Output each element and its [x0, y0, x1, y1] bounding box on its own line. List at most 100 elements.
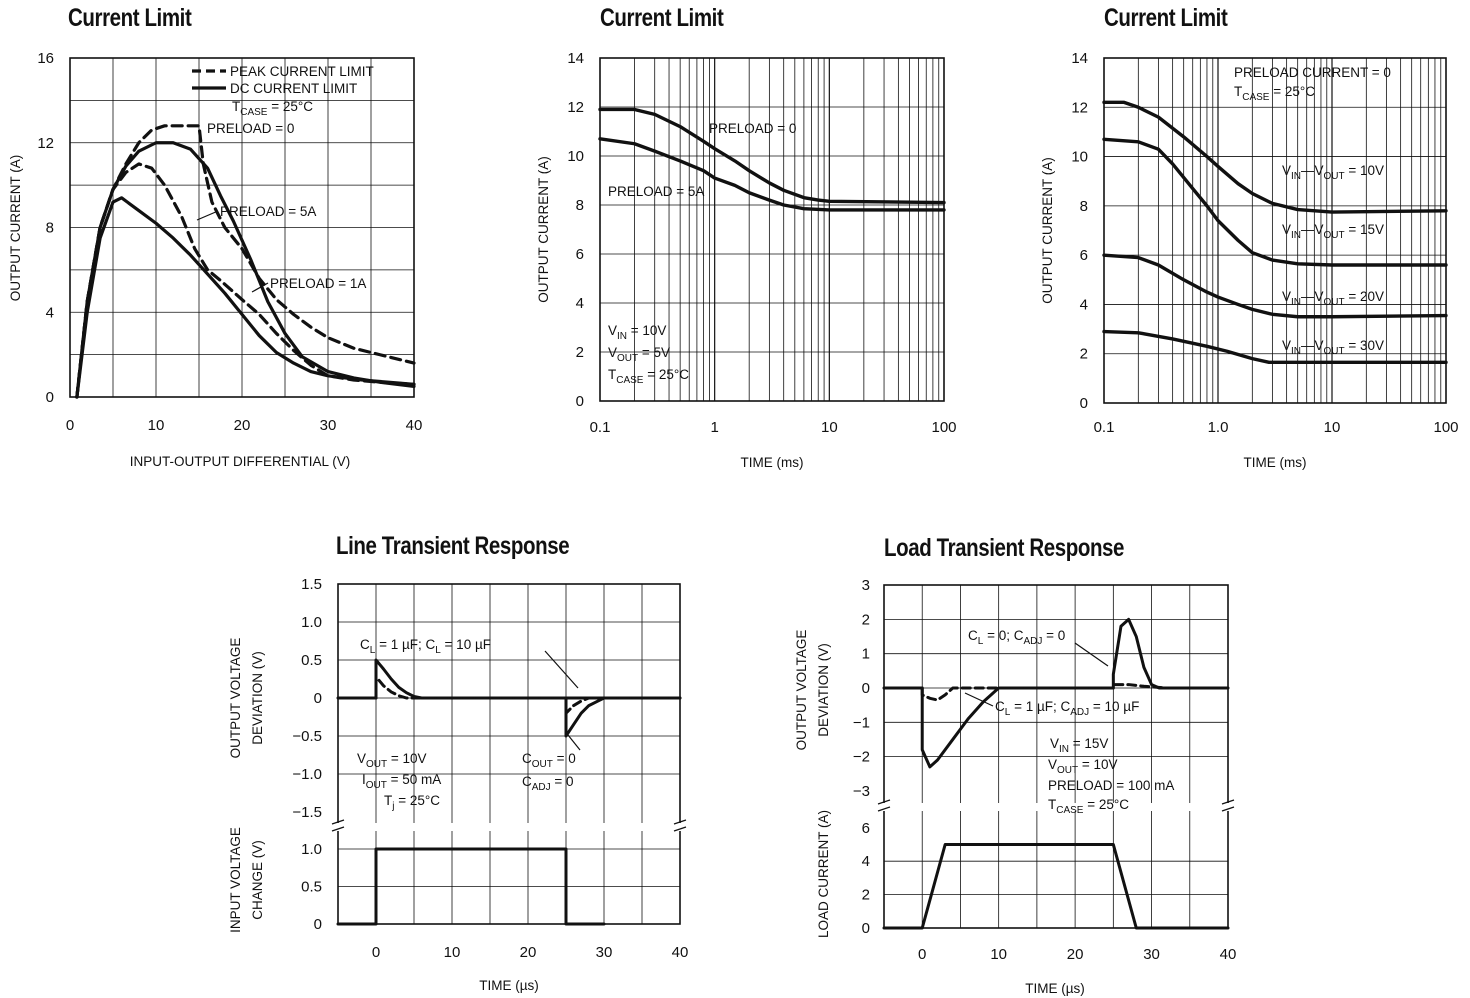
c5-ytick-label: 6 [862, 820, 870, 837]
c1-ytick-label: 8 [46, 220, 54, 237]
c5-ylabel-bot: LOAD CURRENT (A) [816, 810, 831, 938]
c3-ytick-label: 2 [1080, 346, 1088, 363]
c2-cond-vin: VIN = 10V [608, 323, 666, 342]
c2-ytick-label: 6 [576, 246, 584, 263]
c4-ytick-label: 1.0 [301, 841, 322, 858]
c4-break-mark [331, 819, 345, 825]
c3-series-label: VIN—VOUT = 15V [1282, 222, 1384, 241]
c1-xtick-label: 10 [148, 417, 165, 434]
c2-cond-tcase: TCASE = 25°C [608, 367, 689, 386]
c3-series-label: VIN—VOUT = 10V [1282, 163, 1384, 182]
c2-ytick-label: 2 [576, 344, 584, 361]
c5-break-mark [1221, 806, 1235, 812]
c1-xlabel: INPUT-OUTPUT DIFFERENTIAL (V) [130, 454, 351, 469]
c5-ytick-label: −2 [853, 749, 870, 766]
c2-series-line [598, 107, 946, 205]
c5-xlabel: TIME (µs) [1025, 981, 1085, 996]
c1-ann-preload5: PRELOAD = 5A [220, 204, 316, 219]
c5-load-series [882, 843, 1230, 930]
c4-xtick-label: 0 [372, 944, 380, 961]
c5-ann-tcase: TCASE = 25°C [1048, 797, 1129, 816]
c1-ytick-label: 16 [37, 50, 54, 67]
c3-ytick-label: 10 [1071, 149, 1088, 166]
c4-ann-arrow [567, 734, 581, 751]
c4-xtick-label: 40 [672, 944, 689, 961]
c3-ytick-label: 12 [1071, 99, 1088, 116]
chart2-title: Current Limit [600, 4, 724, 32]
c5-ytick-label: 0 [862, 680, 870, 697]
c3-series-line [1102, 253, 1448, 319]
c5-output-series [920, 683, 1169, 702]
c4-xlabel: TIME (µs) [479, 978, 539, 993]
c5-ann-arrow [1074, 642, 1109, 667]
c5-ytick-label: 4 [862, 853, 870, 870]
c5-ytick-label: 2 [862, 887, 870, 904]
c4-ylabel-top-2: DEVIATION (V) [250, 651, 265, 745]
c2-ytick-label: 12 [567, 99, 584, 116]
c5-ytick-label: 3 [862, 577, 870, 594]
c5-ytick-label: −3 [853, 783, 870, 800]
c1-series-line [75, 196, 416, 399]
c4-ann-cl: CL = 1 µF; CL = 10 µF [360, 637, 491, 656]
c4-xtick-label: 10 [444, 944, 461, 961]
c3-xtick-label: 100 [1433, 419, 1458, 436]
c1-ann-arrow [251, 282, 269, 293]
c5-ann-arrow [964, 692, 994, 707]
c1-series-line [75, 124, 416, 399]
c1-xtick-label: 0 [66, 417, 74, 434]
c4-ann-tj: Tj = 25°C [384, 793, 440, 812]
chart4-title: Line Transient Response [336, 532, 570, 560]
c1-tcase: TCASE = 25°C [232, 99, 313, 118]
c2-ytick-label: 10 [567, 148, 584, 165]
c5-frame [883, 584, 1229, 929]
c5-xtick-label: 30 [1143, 946, 1160, 963]
c4-ann-vout: VOUT = 10V [357, 751, 427, 770]
c5-ann-preload: PRELOAD = 100 mA [1048, 778, 1174, 793]
c1-legend-dc: DC CURRENT LIMIT [230, 81, 357, 96]
c5-ann-cl0: CL = 0; CADJ = 0 [968, 628, 1065, 647]
c4-ann-iout: IOUT = 50 mA [362, 772, 441, 791]
c3-series-line [1102, 329, 1448, 365]
c4-output-series [564, 696, 606, 738]
c4-ylabel-top-1: OUTPUT VOLTAGE [228, 638, 243, 759]
c3-ytick-label: 0 [1080, 395, 1088, 412]
c5-xtick-label: 40 [1220, 946, 1237, 963]
c4-output-series [564, 696, 591, 715]
c4-ann-arrow [544, 650, 579, 689]
c4-ytick-label: 1.0 [301, 614, 322, 631]
c4-ylabel-bot-2: CHANGE (V) [250, 840, 265, 920]
c3-series-line [1102, 100, 1448, 214]
c5-ytick-label: 0 [862, 920, 870, 937]
c2-ann-preload0: PRELOAD = 0 [709, 121, 796, 136]
c3-xtick-label: 10 [1324, 419, 1341, 436]
c3-ylabel: OUTPUT CURRENT (A) [1040, 157, 1055, 304]
chart3-title: Current Limit [1104, 4, 1228, 32]
c1-ytick-label: 12 [37, 135, 54, 152]
c4-ylabel-bot-1: INPUT VOLTAGE [228, 827, 243, 933]
c1-xtick-label: 20 [234, 417, 251, 434]
c4-output-series [374, 675, 682, 700]
c2-ann-preload5: PRELOAD = 5A [608, 184, 704, 199]
c1-ytick-label: 4 [46, 304, 54, 321]
c1-ann-preload0: PRELOAD = 0 [207, 121, 294, 136]
c1-ann-arrow [196, 210, 219, 221]
c5-break-mark [877, 806, 891, 812]
c1-legend-peak: PEAK CURRENT LIMIT [230, 64, 374, 79]
c5-ann-vout: VOUT = 10V [1048, 757, 1118, 776]
c2-frame [599, 57, 945, 402]
c3-series-line [1102, 137, 1448, 267]
c4-ytick-label: 0 [314, 690, 322, 707]
c4-input-series [336, 847, 606, 926]
c4-frame [337, 583, 681, 925]
c5-ylabel-top-2: DEVIATION (V) [816, 643, 831, 737]
c1-frame [69, 57, 415, 398]
chart1-title: Current Limit [68, 4, 192, 32]
c5-ylabel-top-1: OUTPUT VOLTAGE [794, 630, 809, 751]
c5-xtick-label: 20 [1067, 946, 1084, 963]
c2-xtick-label: 10 [821, 419, 838, 436]
c3-cond-preload: PRELOAD CURRENT = 0 [1234, 65, 1391, 80]
c4-ann-cadj: CADJ = 0 [522, 774, 574, 793]
chart5-title: Load Transient Response [884, 534, 1125, 562]
c2-xlabel: TIME (ms) [741, 455, 804, 470]
